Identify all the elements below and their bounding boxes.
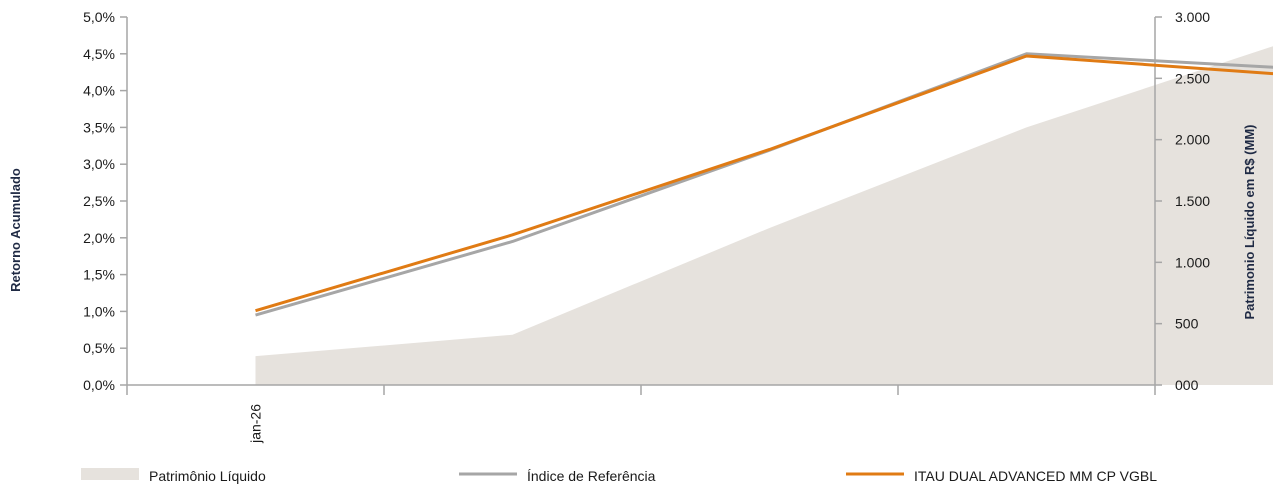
y-tick-label: 3,5% (83, 119, 115, 135)
y-tick-label: 1,5% (83, 267, 115, 283)
y-tick-label: 4,0% (83, 83, 115, 99)
y2-tick-label: 2.500 (1175, 70, 1210, 86)
y-tick-label: 4,5% (83, 46, 115, 62)
y-tick-label: 3,0% (83, 156, 115, 172)
line-layer (255, 52, 1273, 317)
legend-label-patrimonio: Patrimônio Líquido (149, 468, 266, 484)
x-tick-label: jan-26 (248, 404, 264, 444)
y2-tick-label: 2.000 (1175, 132, 1210, 148)
tick-layer: 0,0% 0,5% 1,0% 1,5% 2,0% 2,5% 3,0% 3,5% 4,0% 4,5%… (83, 9, 1210, 444)
y-tick-label: 0,0% (83, 377, 115, 393)
y2-tick-label: 000 (1175, 377, 1199, 393)
y-tick-label: 5,0% (83, 9, 115, 25)
area-layer (255, 46, 1273, 385)
y-tick-label: 1,0% (83, 303, 115, 319)
y-tick-label: 2,0% (83, 230, 115, 246)
axes-layer (120, 16, 1162, 395)
legend-label-indice: Índice de Referência (527, 468, 656, 484)
y2-tick-label: 3.000 (1175, 9, 1210, 25)
y2-axis-title: Patrimonio Líquido em R$ (MM) (1242, 125, 1257, 320)
y-axis-title: Retorno Acumulado (8, 168, 23, 292)
y-tick-label: 0,5% (83, 340, 115, 356)
y2-tick-label: 1.000 (1175, 254, 1210, 270)
series-area-patrimonio (255, 46, 1273, 385)
legend-swatch-patrimonio (81, 468, 139, 480)
legend-label-fundo: ITAU DUAL ADVANCED MM CP VGBL (914, 468, 1157, 484)
legend: Patrimônio Líquido Índice de Referência … (81, 468, 1157, 484)
series-line-fundo (255, 54, 1273, 313)
y-tick-label: 2,5% (83, 193, 115, 209)
y2-tick-label: 500 (1175, 316, 1199, 332)
y2-tick-label: 1.500 (1175, 193, 1210, 209)
